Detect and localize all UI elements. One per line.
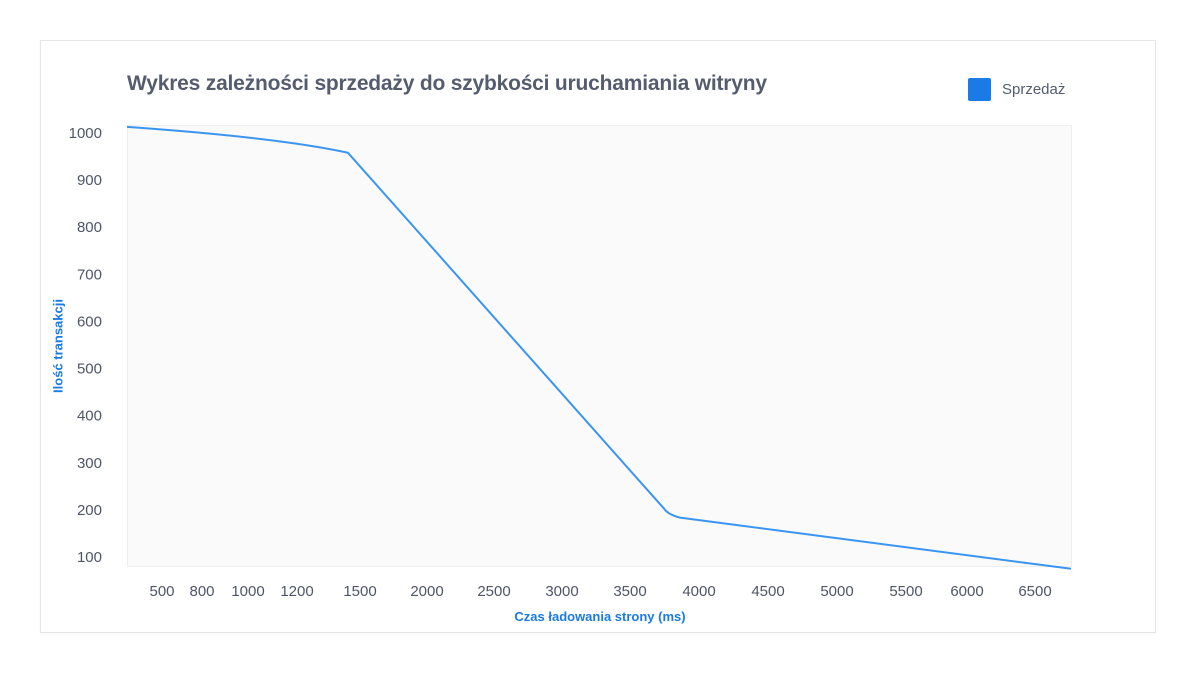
x-axis-ticks: 500 800 1000 1200 1500 2000 2500 3000 3500 4000 45…	[149, 583, 1051, 600]
plot-area	[127, 125, 1072, 567]
y-tick-label: 900	[77, 172, 102, 189]
y-axis-label: Ilość transakcji	[50, 299, 66, 393]
x-tick-label: 5000	[820, 583, 853, 600]
chart-title: Wykres zależności sprzedaży do szybkości…	[127, 72, 767, 95]
y-tick-label: 100	[77, 549, 102, 566]
y-tick-label: 600	[77, 313, 102, 330]
series-line-sprzedaz	[126, 125, 1072, 570]
y-tick-label: 500	[77, 361, 102, 378]
x-axis-label: Czas ładowania strony (ms)	[514, 609, 686, 624]
x-tick-label: 1000	[231, 583, 264, 600]
y-tick-label: 200	[77, 502, 102, 519]
y-axis-ticks: 100 200 300 400 500 600 700 800 900 1000	[69, 125, 102, 566]
x-tick-label: 5500	[889, 583, 922, 600]
y-tick-label: 400	[77, 408, 102, 425]
x-tick-label: 4000	[682, 583, 715, 600]
x-tick-label: 3500	[613, 583, 646, 600]
x-tick-label: 1200	[280, 583, 313, 600]
y-tick-label: 300	[77, 455, 102, 472]
x-tick-label: 2000	[410, 583, 443, 600]
x-tick-label: 4500	[751, 583, 784, 600]
y-tick-label: 1000	[69, 125, 102, 142]
y-tick-label: 700	[77, 266, 102, 283]
legend[interactable]: Sprzedaż	[968, 77, 1065, 101]
x-tick-label: 1500	[343, 583, 376, 600]
x-tick-label: 6000	[950, 583, 983, 600]
x-tick-label: 500	[149, 583, 174, 600]
legend-label: Sprzedaż	[1002, 80, 1066, 98]
legend-swatch	[968, 77, 991, 101]
series-lines	[126, 125, 1072, 570]
x-tick-label: 800	[189, 583, 214, 600]
x-tick-label: 3000	[545, 583, 578, 600]
x-tick-label: 6500	[1018, 583, 1051, 600]
y-tick-label: 800	[77, 219, 102, 236]
x-tick-label: 2500	[477, 583, 510, 600]
